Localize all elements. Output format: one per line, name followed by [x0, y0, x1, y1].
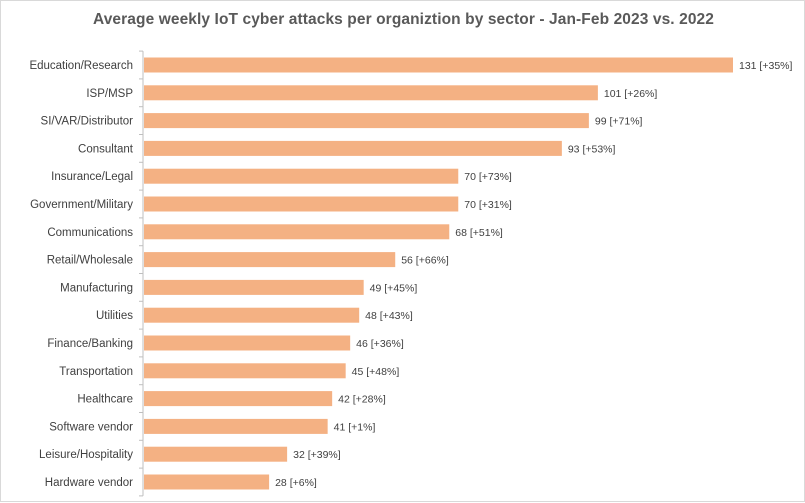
data-label: 56 [+66%]: [401, 255, 449, 267]
data-label: 99 [+71%]: [595, 116, 643, 128]
bar: [144, 446, 288, 462]
category-label: Transportation: [59, 366, 133, 378]
bar: [144, 168, 459, 184]
category-label: Utilities: [96, 310, 133, 322]
category-label: Insurance/Legal: [51, 171, 133, 183]
data-label: 68 [+51%]: [455, 227, 503, 239]
bar: [144, 196, 459, 212]
data-label: 131 [+35%]: [739, 60, 793, 72]
data-label: 49 [+45%]: [370, 282, 418, 294]
category-label: ISP/MSP: [86, 88, 133, 100]
data-label: 45 [+48%]: [352, 366, 400, 378]
data-label: 46 [+36%]: [356, 338, 404, 350]
bar: [144, 279, 364, 295]
data-label: 32 [+39%]: [293, 449, 341, 461]
bar: [144, 140, 562, 156]
bar: [144, 85, 598, 101]
data-label: 48 [+43%]: [365, 310, 413, 322]
category-label: Leisure/Hospitality: [39, 449, 133, 461]
bar: [144, 252, 396, 268]
bar: [144, 307, 360, 323]
bar: [144, 335, 351, 351]
category-label: Education/Research: [29, 60, 133, 72]
data-label: 70 [+73%]: [464, 171, 512, 183]
data-label: 41 [+1%]: [334, 421, 376, 433]
bar: [144, 363, 346, 379]
bar: [144, 113, 589, 129]
bar: [144, 418, 328, 434]
bar: [144, 474, 270, 490]
bar: [144, 57, 733, 73]
category-label: Retail/Wholesale: [47, 255, 133, 267]
bar: [144, 391, 333, 407]
data-label: 28 [+6%]: [275, 477, 317, 489]
category-label: Communications: [47, 227, 133, 239]
data-label: 93 [+53%]: [568, 143, 616, 155]
chart-title: Average weekly IoT cyber attacks per org…: [92, 11, 714, 28]
data-label: 70 [+31%]: [464, 199, 512, 211]
category-label: SI/VAR/Distributor: [41, 116, 134, 128]
category-label: Finance/Banking: [47, 338, 133, 350]
category-label: Manufacturing: [60, 282, 133, 294]
data-label: 101 [+26%]: [604, 88, 658, 100]
category-label: Healthcare: [77, 394, 133, 406]
category-label: Hardware vendor: [45, 477, 133, 489]
data-label: 42 [+28%]: [338, 394, 386, 406]
bar: [144, 224, 450, 240]
category-label: Government/Military: [30, 199, 133, 211]
category-label: Consultant: [78, 143, 134, 155]
category-label: Software vendor: [49, 421, 133, 433]
